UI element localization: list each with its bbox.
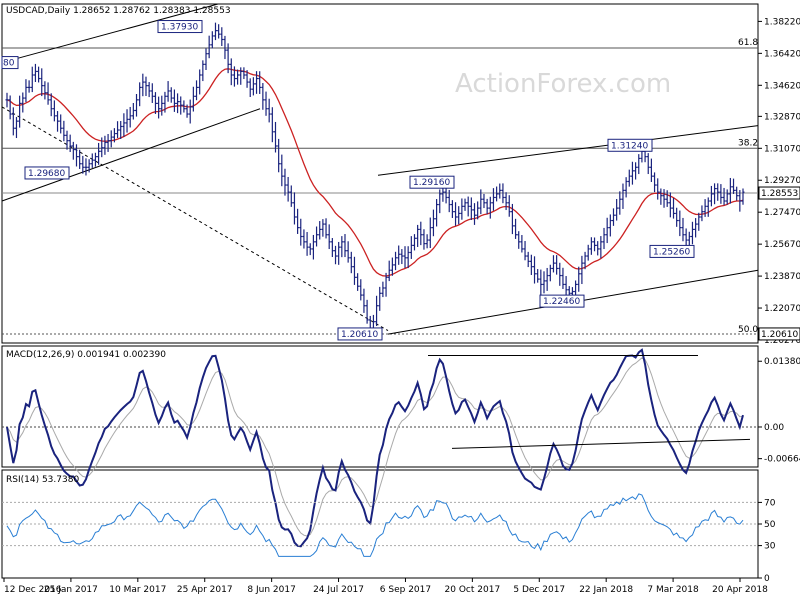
trend-line-dashed: [1, 106, 389, 332]
x-tick-label: 7 Mar 2018: [647, 585, 699, 595]
trend-line: [377, 125, 759, 176]
x-tick-label: 6 Sep 2017: [380, 585, 431, 595]
price-annotation-box: [607, 138, 653, 152]
y-tick-label: 1.38220: [764, 17, 800, 27]
x-tick-label: 5 Dec 2017: [513, 585, 565, 595]
y-tick-label: 1.34620: [764, 81, 800, 91]
price-annotation-label: 1.25260: [653, 247, 690, 257]
price-annotation-label: 1.20610: [341, 330, 378, 340]
x-tick-label: 22 Jan 2018: [579, 585, 633, 595]
x-tick-label: 20 Oct 2017: [445, 585, 501, 595]
y-tick-label: 30: [764, 542, 776, 552]
ema-line: [6, 68, 744, 277]
x-tick-label: 12 Dec 2016: [4, 585, 62, 595]
level-price-label: 1.20610: [761, 330, 798, 340]
price-annotation-label: 1.31240: [611, 141, 648, 151]
macd-panel-frame: [1, 345, 759, 468]
y-tick-label: 50: [764, 520, 776, 530]
y-tick-label: 0.00: [764, 423, 784, 433]
y-tick-label: 70: [764, 498, 776, 508]
y-tick-label: 0: [764, 574, 770, 584]
y-tick-label: 1.23870: [764, 272, 800, 282]
fib-label: 50.0: [738, 325, 758, 335]
y-tick-label: 1.31070: [764, 144, 800, 154]
price-annotation-label: 1.37930: [161, 23, 198, 33]
y-tick-label: 1.22070: [764, 304, 800, 314]
rsi-title: RSI(14) 53.7380: [6, 475, 79, 485]
price-annotation-box: [409, 175, 455, 189]
main-panel-frame: [1, 3, 759, 344]
x-tick-label: 25 Apr 2017: [177, 585, 233, 595]
price-annotation-label: 80: [3, 59, 15, 69]
price-annotation-label: 1.22460: [543, 297, 580, 307]
fib-label: 61.8: [738, 38, 758, 48]
price-annotation-box: [539, 294, 585, 308]
x-tick-label: 24 Jul 2017: [313, 585, 364, 595]
x-tick-label: 8 Jun 2017: [247, 585, 295, 595]
trend-line: [1, 3, 219, 64]
fib-label: 38.2: [738, 138, 758, 148]
macd-title: MACD(12,26,9) 0.001941 0.002390: [6, 350, 166, 360]
level-price-box: [758, 327, 800, 341]
x-tick-label: 25 Jan 2017: [44, 585, 98, 595]
price-annotation-label: 1.29680: [28, 169, 65, 179]
y-tick-label: 1.25670: [764, 240, 800, 250]
x-tick-label: 10 Mar 2017: [109, 585, 166, 595]
y-tick-label: 1.32870: [764, 112, 800, 122]
price-annotation-box: [24, 166, 70, 180]
y-tick-label: 0.013802: [764, 357, 800, 367]
y-tick-label: -0.006648: [764, 455, 800, 465]
y-tick-label: 1.20270: [764, 336, 800, 346]
price-annotation-box: [337, 327, 383, 341]
price-annotation-box: [649, 244, 695, 258]
chart-title: USDCAD,Daily 1.28652 1.28762 1.28383 1.2…: [6, 6, 231, 16]
price-annotation-label: 1.29160: [413, 178, 450, 188]
price-annotation-box: [157, 20, 203, 34]
x-tick-label: 20 Apr 2018: [712, 585, 768, 595]
current-price-label: 1.28553: [761, 189, 798, 199]
price-annotation-box: [1, 56, 19, 70]
macd-trend-line: [451, 438, 751, 449]
y-tick-label: 1.29270: [764, 176, 800, 186]
current-price-box: [758, 186, 800, 200]
trend-line: [1, 108, 261, 202]
rsi-line: [6, 493, 744, 557]
y-tick-label: 1.36420: [764, 49, 800, 59]
watermark: ActionForex.com: [455, 69, 671, 99]
y-tick-label: 1.27470: [764, 208, 800, 218]
macd-line: [6, 348, 744, 548]
